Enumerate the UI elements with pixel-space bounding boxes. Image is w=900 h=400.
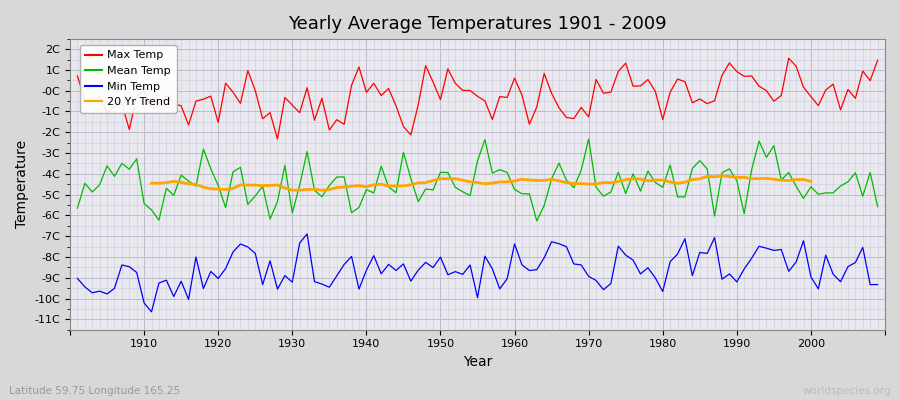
Y-axis label: Temperature: Temperature [15,140,29,228]
Text: worldspecies.org: worldspecies.org [803,386,891,396]
X-axis label: Year: Year [463,355,492,369]
Title: Yearly Average Temperatures 1901 - 2009: Yearly Average Temperatures 1901 - 2009 [288,15,667,33]
Text: Latitude 59.75 Longitude 165.25: Latitude 59.75 Longitude 165.25 [9,386,180,396]
Legend: Max Temp, Mean Temp, Min Temp, 20 Yr Trend: Max Temp, Mean Temp, Min Temp, 20 Yr Tre… [80,45,176,113]
